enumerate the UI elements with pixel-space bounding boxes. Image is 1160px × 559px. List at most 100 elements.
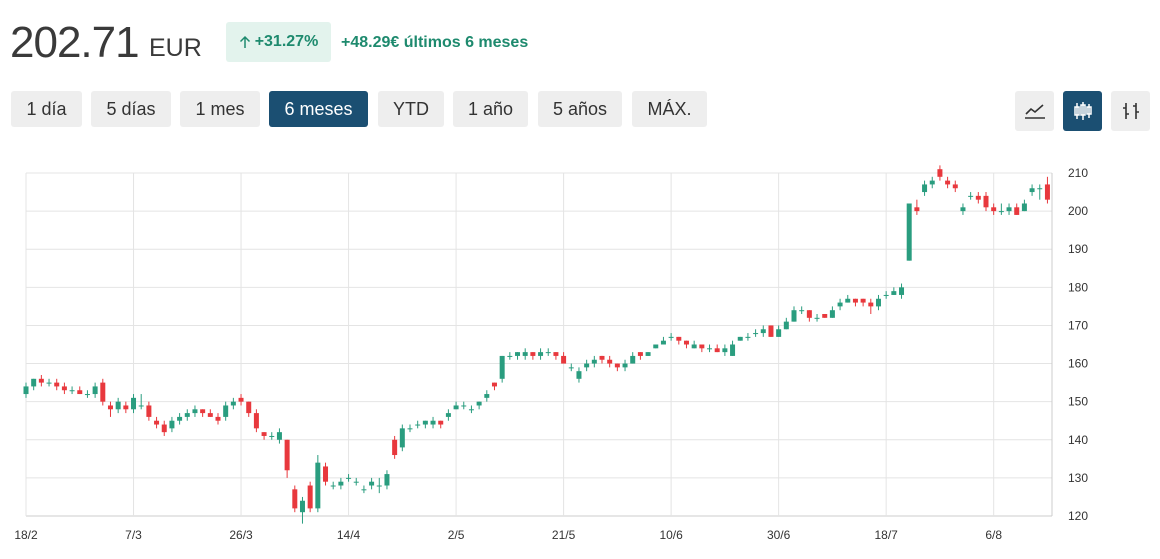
- candle-body: [154, 420, 160, 425]
- candle-body: [338, 481, 344, 486]
- candle-chart-button[interactable]: [1063, 91, 1102, 131]
- candle-body: [384, 474, 390, 486]
- candle-body: [553, 352, 559, 356]
- candle-body: [806, 310, 812, 318]
- candle-body: [23, 386, 29, 395]
- x-tick-label: 18/2: [14, 528, 38, 542]
- candle-body: [829, 310, 835, 318]
- candle-body: [576, 371, 582, 379]
- candle-body: [38, 378, 44, 383]
- candle-body: [438, 420, 444, 425]
- x-tick-label: 6/8: [985, 528, 1002, 542]
- candle-body: [753, 333, 759, 335]
- range-button[interactable]: MÁX.: [632, 91, 707, 127]
- candle-body: [261, 432, 267, 436]
- candle-body: [192, 409, 198, 414]
- candle-body: [776, 329, 782, 337]
- candle-body: [899, 287, 905, 295]
- candle-body: [200, 409, 206, 414]
- candle-body: [922, 184, 928, 193]
- candle-body: [645, 352, 651, 356]
- candle-body: [284, 439, 290, 471]
- currency: EUR: [149, 34, 202, 62]
- candle-body: [330, 485, 336, 487]
- candle-body: [891, 291, 897, 295]
- candle-body: [84, 394, 90, 396]
- ohlc-chart-button[interactable]: [1111, 91, 1150, 131]
- candle-body: [215, 416, 221, 421]
- range-button[interactable]: 1 año: [453, 91, 528, 127]
- candle-body: [783, 321, 789, 330]
- x-tick-label: 14/4: [337, 528, 361, 542]
- candle-body: [131, 397, 137, 410]
- candle-body: [561, 355, 567, 364]
- candle-body: [730, 344, 736, 356]
- candle-body: [960, 207, 966, 212]
- candle-body: [123, 405, 129, 410]
- candle-body: [392, 439, 398, 456]
- candle-body: [545, 352, 551, 354]
- candle-body: [353, 481, 359, 483]
- candle-body: [177, 416, 183, 421]
- y-tick-label: 170: [1068, 318, 1088, 332]
- candle-body: [61, 386, 67, 391]
- candle-body: [699, 344, 705, 349]
- candle-body: [814, 317, 820, 319]
- candle-body: [515, 352, 521, 356]
- range-button[interactable]: 1 mes: [180, 91, 260, 127]
- candle-body: [845, 298, 851, 303]
- candle-body: [622, 363, 628, 368]
- candle-body: [607, 359, 613, 364]
- candle-body: [484, 394, 490, 398]
- candle-body: [760, 329, 766, 334]
- range-button[interactable]: 1 día: [11, 91, 82, 127]
- y-tick-label: 130: [1068, 471, 1088, 485]
- candle-body: [998, 211, 1004, 213]
- candle-body: [269, 435, 275, 437]
- candle-body: [614, 363, 620, 368]
- candle-body: [1029, 188, 1035, 193]
- candle-body: [223, 405, 229, 417]
- candle-body: [491, 382, 497, 387]
- candle-body: [307, 485, 313, 509]
- x-tick-label: 21/5: [552, 528, 576, 542]
- range-button[interactable]: 5 días: [91, 91, 171, 127]
- candle-body: [1014, 207, 1020, 215]
- candle-body: [445, 413, 451, 417]
- candle-body: [668, 336, 674, 338]
- candle-body: [468, 409, 474, 411]
- candle-body: [799, 310, 805, 312]
- candle-body: [146, 405, 152, 417]
- candle-body: [822, 314, 828, 318]
- candle-body: [507, 355, 513, 357]
- x-tick-label: 30/6: [767, 528, 791, 542]
- x-tick-label: 10/6: [659, 528, 683, 542]
- candle-body: [929, 180, 935, 185]
- change-pct: +31.27%: [254, 33, 319, 50]
- candle-body: [1006, 207, 1012, 212]
- candle-body: [599, 355, 605, 360]
- candle-body: [676, 336, 682, 341]
- candle-body: [399, 428, 405, 448]
- candle-body: [299, 500, 305, 513]
- candle-body: [92, 386, 98, 395]
- line-chart-button[interactable]: [1015, 91, 1054, 131]
- change-abs: +48.29€ últimos 6 meses: [341, 34, 529, 51]
- candle-body: [430, 420, 436, 425]
- candle-body: [852, 298, 858, 303]
- x-tick-label: 26/3: [229, 528, 253, 542]
- candle-body: [499, 355, 505, 379]
- candle-body: [745, 336, 751, 338]
- candle-body: [207, 413, 213, 417]
- range-button[interactable]: 5 años: [538, 91, 622, 127]
- candle-body: [584, 363, 590, 368]
- candle-body: [184, 413, 190, 417]
- candle-body: [422, 420, 428, 425]
- range-button[interactable]: YTD: [378, 91, 444, 127]
- candle-body: [538, 352, 544, 356]
- x-tick-label: 18/7: [874, 528, 898, 542]
- candle-body: [937, 169, 943, 177]
- candle-body: [276, 432, 282, 440]
- range-button[interactable]: 6 meses: [269, 91, 368, 127]
- y-tick-label: 140: [1068, 433, 1088, 447]
